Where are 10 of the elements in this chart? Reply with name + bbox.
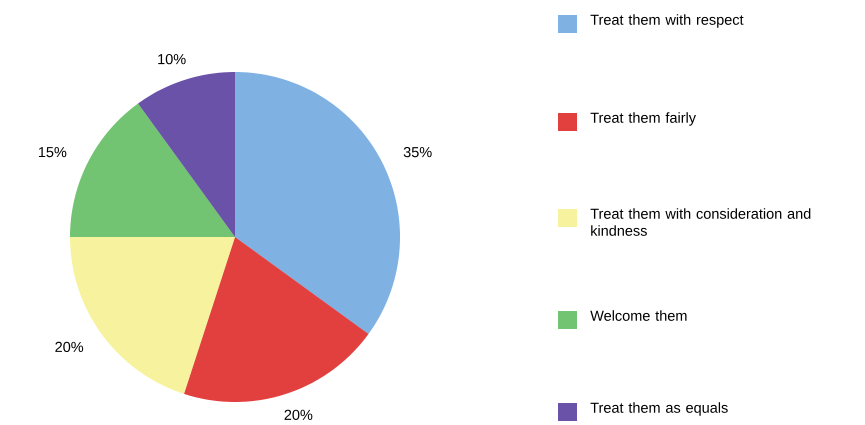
legend-label: Treat them with consideration and kindness bbox=[590, 208, 810, 236]
data-label: 35% bbox=[404, 146, 432, 158]
legend-label: Treat them with respect bbox=[590, 14, 744, 28]
legend-label: Treat them as equals bbox=[590, 402, 728, 416]
legend-label: Treat them fairly bbox=[590, 112, 696, 126]
data-label: 10% bbox=[158, 54, 186, 64]
data-label: 15% bbox=[38, 146, 66, 158]
legend-label: Welcome them bbox=[590, 310, 686, 321]
data-label: 20% bbox=[55, 342, 84, 352]
data-label: 20% bbox=[284, 410, 312, 420]
